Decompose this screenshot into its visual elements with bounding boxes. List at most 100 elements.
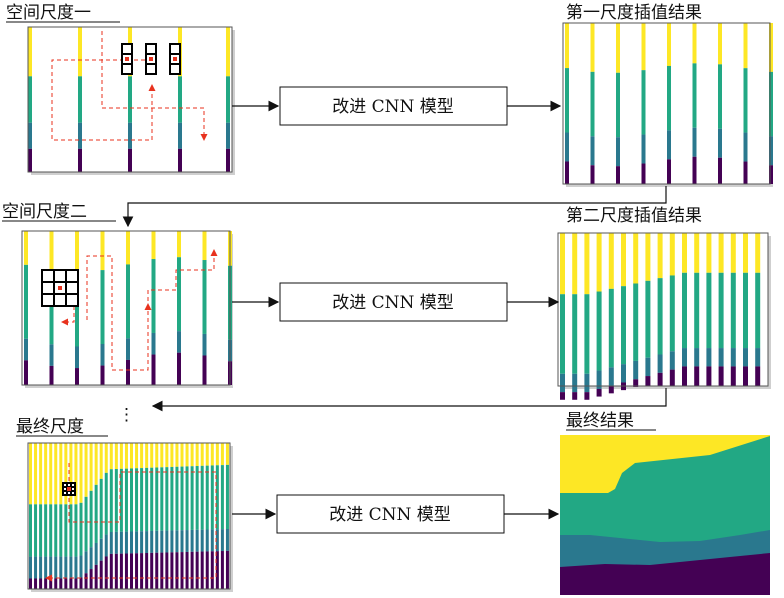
column-segment [165, 467, 169, 531]
column-segment [140, 553, 144, 589]
result1-label: 第一尺度插值结果 [566, 3, 702, 23]
column-segment [667, 23, 671, 66]
column-segment [150, 443, 154, 468]
column-segment [185, 530, 189, 552]
column-segment [180, 552, 184, 589]
column-segment [114, 443, 118, 470]
column-segment [150, 467, 154, 531]
column-segment [225, 443, 229, 465]
kernel-icon-1 [121, 43, 133, 75]
column-segment [75, 346, 79, 369]
column-segment [572, 392, 578, 400]
column-segment [94, 542, 98, 565]
panel-background [563, 23, 770, 184]
column-segment [226, 148, 230, 172]
scan-path [51, 31, 156, 141]
column-segment [44, 504, 48, 557]
column-segment [150, 530, 154, 553]
column-segment [616, 23, 620, 73]
column-segment [669, 233, 675, 276]
column-segment [657, 278, 663, 355]
column-segment [130, 553, 133, 589]
column-segment [104, 443, 108, 473]
column-segment [215, 551, 219, 589]
column-segment [755, 348, 761, 367]
column-segment [75, 272, 79, 347]
column-segment [151, 332, 156, 355]
column-segment [34, 556, 38, 579]
column-segment [124, 468, 128, 532]
column-segment [24, 360, 28, 385]
column-segment [59, 556, 63, 579]
column-segment [694, 348, 700, 367]
panel-background [28, 443, 230, 589]
column-segment [130, 443, 133, 469]
column-segment [669, 369, 675, 386]
column-segment [202, 355, 207, 385]
column-segment [130, 531, 133, 554]
column-segment [119, 531, 123, 554]
column-segment [225, 550, 229, 589]
column-segment [89, 443, 93, 491]
column-segment [185, 443, 189, 467]
column-segment [145, 531, 149, 553]
column-segment [743, 68, 748, 133]
column-segment [104, 472, 108, 535]
column-segment [94, 564, 98, 589]
column-segment [175, 552, 179, 589]
column-segment [220, 465, 224, 530]
result1-panel [562, 22, 773, 187]
column-segment [100, 344, 105, 366]
result-final-label: 最终结果 [566, 411, 634, 431]
column-segment [114, 553, 118, 589]
column-segment [54, 443, 58, 505]
column-segment [34, 443, 38, 505]
column-segment [74, 443, 78, 505]
column-segment [225, 464, 229, 529]
column-segment [565, 161, 569, 184]
column-segment [151, 259, 156, 333]
column-segment [104, 556, 108, 589]
model-box-3-label: 改进 CNN 模型 [329, 505, 451, 525]
column-segment [190, 529, 194, 552]
column-segment [718, 23, 722, 65]
scale1-label: 空间尺度一 [6, 3, 91, 23]
scan-path [45, 463, 217, 582]
column-segment [135, 443, 139, 469]
column-segment [109, 469, 113, 533]
column-segment [175, 466, 179, 531]
column-segment [175, 443, 179, 467]
kernel-icon-2 [145, 43, 157, 75]
column-segment [140, 468, 144, 532]
column-segment [151, 354, 156, 385]
column-segment [718, 128, 722, 158]
column-segment [769, 71, 773, 137]
column-segment [596, 388, 602, 397]
column-segment [657, 354, 663, 373]
column-segment [78, 148, 82, 172]
column-segment [692, 63, 697, 128]
flow-arrows [122, 100, 667, 520]
column-segment [114, 531, 118, 554]
column-segment [109, 443, 113, 470]
panel-border [557, 232, 769, 387]
column-segment [657, 372, 663, 386]
result-final-panel [560, 435, 770, 595]
column-segment [706, 272, 712, 349]
column-segment [140, 531, 144, 554]
column-segment [200, 465, 204, 530]
column-segment [608, 233, 614, 289]
column-segment [69, 556, 73, 579]
column-segment [641, 134, 646, 164]
column-segment [608, 367, 614, 386]
column-segment [64, 504, 68, 557]
column-segment [49, 344, 54, 366]
column-segment [79, 502, 83, 556]
column-segment [215, 529, 219, 552]
column-segment [572, 373, 578, 393]
ellipsis-dots: ⋮ [118, 405, 135, 425]
column-segment [170, 443, 174, 467]
column-segment [128, 76, 132, 123]
column-segment [692, 156, 697, 184]
